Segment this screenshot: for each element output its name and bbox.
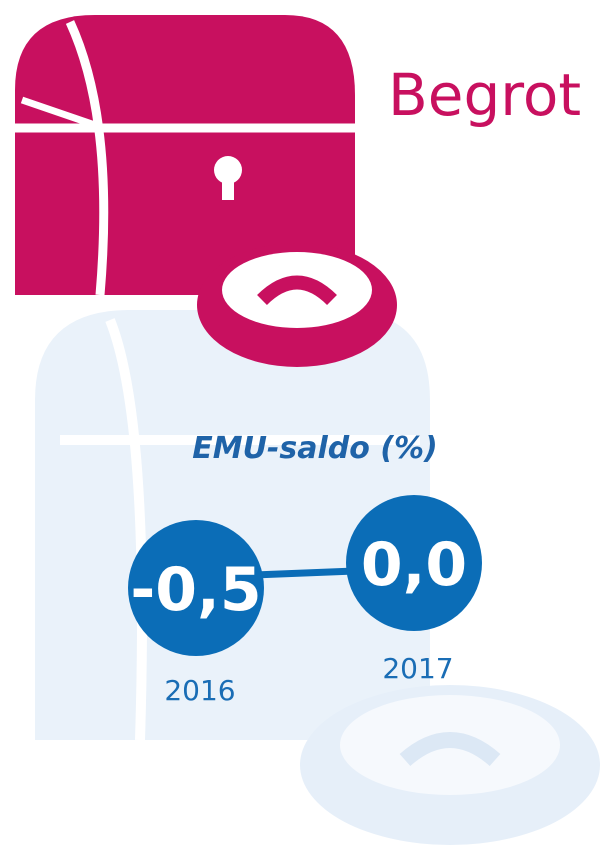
- chest: [15, 15, 355, 296]
- title: Begrot: [388, 61, 581, 129]
- indicator-label: EMU-saldo (%): [192, 431, 438, 466]
- background-chest: [35, 310, 430, 741]
- value: 0,0: [361, 530, 467, 600]
- year: 2016: [164, 674, 235, 707]
- value-circle: [346, 495, 482, 631]
- value-circle: [128, 520, 264, 656]
- coin: [197, 243, 397, 367]
- year: 2017: [382, 652, 453, 685]
- background-coin: [300, 685, 600, 845]
- value: -0,5: [130, 555, 261, 625]
